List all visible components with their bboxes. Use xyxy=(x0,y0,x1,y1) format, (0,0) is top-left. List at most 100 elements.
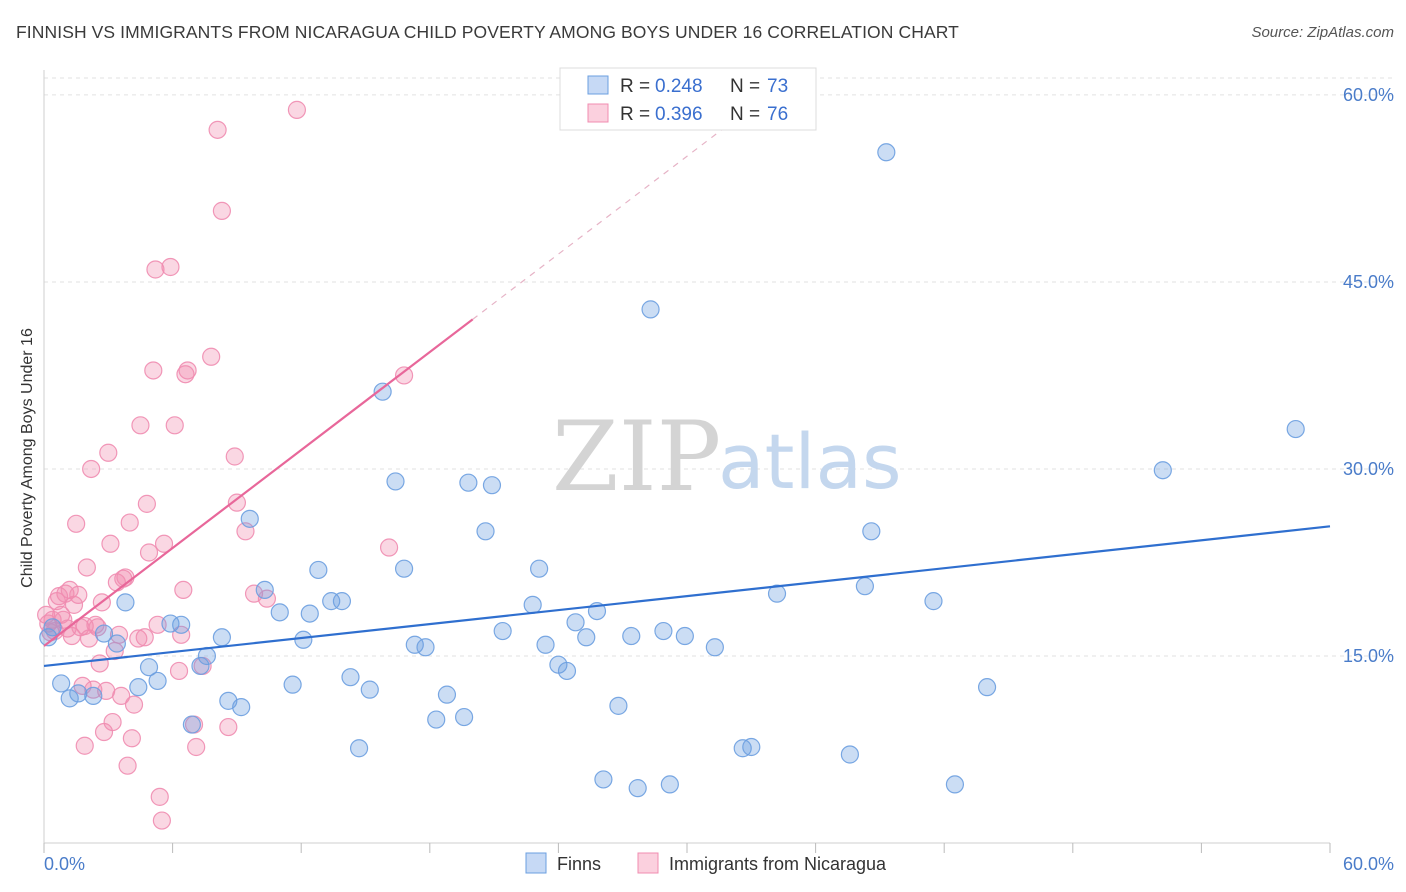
nicaragua-point xyxy=(131,416,150,435)
nicaragua-point xyxy=(118,756,137,775)
finns-point xyxy=(197,646,216,666)
legend-finns-r-value: 0.248 xyxy=(655,76,703,97)
finns-point xyxy=(349,739,369,758)
finns-point xyxy=(116,593,135,612)
nicaragua-point xyxy=(77,558,96,577)
finns-point xyxy=(255,580,274,600)
finns-point xyxy=(394,559,414,578)
nicaragua-point xyxy=(124,695,144,714)
bottom-legend-finns: Finns xyxy=(557,854,601,874)
finns-point xyxy=(139,658,159,677)
nicaragua-point xyxy=(165,416,184,435)
finns-point xyxy=(294,630,313,649)
nicaragua-point xyxy=(202,347,221,366)
finns-point xyxy=(427,710,446,729)
nicaragua-point xyxy=(178,361,197,380)
finns-point xyxy=(840,745,859,764)
finns-point xyxy=(191,656,210,676)
grid-lines xyxy=(44,77,1394,657)
finns-point xyxy=(566,613,585,632)
nicaragua-point xyxy=(120,513,139,532)
legend-nicaragua-n-label: N = xyxy=(730,104,760,125)
nicaragua-point xyxy=(172,625,191,644)
nicaragua-point xyxy=(82,459,101,479)
bottom-legend: Finns Immigrants from Nicaragua xyxy=(525,852,887,874)
y-tick-label: 45.0% xyxy=(1343,272,1394,292)
finns-point xyxy=(52,674,71,693)
nicaragua-point xyxy=(103,712,122,732)
finns-point xyxy=(675,626,694,646)
finns-point xyxy=(172,615,191,634)
legend-swatch-nicaragua xyxy=(587,103,609,123)
nicaragua-point xyxy=(219,717,238,737)
finns-point xyxy=(60,689,79,708)
x-tick-label-left: 0.0% xyxy=(44,854,85,874)
y-tick-label: 30.0% xyxy=(1343,459,1394,479)
watermark-zip: ZIP xyxy=(552,401,721,513)
nicaragua-point xyxy=(90,654,109,673)
nicaragua-point xyxy=(135,628,154,647)
nicaragua-point xyxy=(64,595,84,614)
finns-point xyxy=(945,775,965,794)
nicaragua-point xyxy=(47,592,66,611)
finns-point xyxy=(594,770,613,789)
legend-finns-n-label: N = xyxy=(730,76,760,97)
finns-point xyxy=(84,686,103,705)
y-axis-label: Child Poverty Among Boys Under 16 xyxy=(19,328,36,588)
nicaragua-point xyxy=(129,629,148,648)
finns-points xyxy=(39,143,1305,798)
nicaragua-point xyxy=(187,737,206,757)
finns-point xyxy=(705,638,724,657)
legend-finns-n-value: 73 xyxy=(767,76,788,97)
finns-point xyxy=(129,678,148,697)
nicaragua-point xyxy=(174,580,193,600)
finns-point xyxy=(609,696,628,715)
trend-lines xyxy=(43,123,1331,668)
nicaragua-point xyxy=(169,661,189,681)
finns-point xyxy=(69,684,88,703)
finns-point xyxy=(212,628,231,647)
finns-point xyxy=(862,522,881,541)
finns-point xyxy=(654,621,673,641)
finns-point xyxy=(557,661,577,681)
finns-point xyxy=(240,509,259,528)
legend-nicaragua-n-value: 76 xyxy=(767,104,788,125)
finns-point xyxy=(360,680,379,699)
nicaragua-point xyxy=(212,201,231,220)
nicaragua-point xyxy=(84,680,103,699)
finns-point xyxy=(767,584,787,603)
nicaragua-point xyxy=(161,257,180,277)
finns-point xyxy=(482,476,502,495)
chart-title: FINNISH VS IMMIGRANTS FROM NICARAGUA CHI… xyxy=(16,22,959,42)
finns-point xyxy=(332,592,352,611)
y-tick-label: 15.0% xyxy=(1343,646,1394,666)
finns-point xyxy=(1286,419,1305,439)
finns-trend-line xyxy=(43,525,1331,668)
nicaragua-point xyxy=(67,514,86,533)
finns-point xyxy=(924,592,943,611)
bottom-legend-nicaragua: Immigrants from Nicaragua xyxy=(669,854,887,874)
finns-point xyxy=(660,775,679,794)
y-tick-labels: 15.0% 30.0% 45.0% 60.0% xyxy=(1343,85,1394,666)
nicaragua-point xyxy=(54,610,73,629)
finns-point xyxy=(641,300,660,319)
finns-point xyxy=(877,143,896,162)
finns-point xyxy=(322,592,341,611)
finns-point xyxy=(309,560,328,580)
nicaragua-point xyxy=(101,534,120,553)
legend-nicaragua-r-label: R = xyxy=(620,104,650,125)
nicaragua-point xyxy=(99,443,118,462)
y-tick-label: 60.0% xyxy=(1343,85,1394,105)
finns-point xyxy=(523,595,542,614)
finns-point xyxy=(493,621,512,641)
finns-point xyxy=(459,473,478,492)
nicaragua-point xyxy=(394,366,414,385)
nicaragua-point xyxy=(150,787,169,806)
finns-point xyxy=(300,604,319,623)
finns-point xyxy=(386,472,405,491)
nicaragua-point xyxy=(146,260,165,279)
nicaragua-point xyxy=(60,580,79,600)
finns-point xyxy=(577,628,596,647)
finns-point xyxy=(742,737,761,757)
